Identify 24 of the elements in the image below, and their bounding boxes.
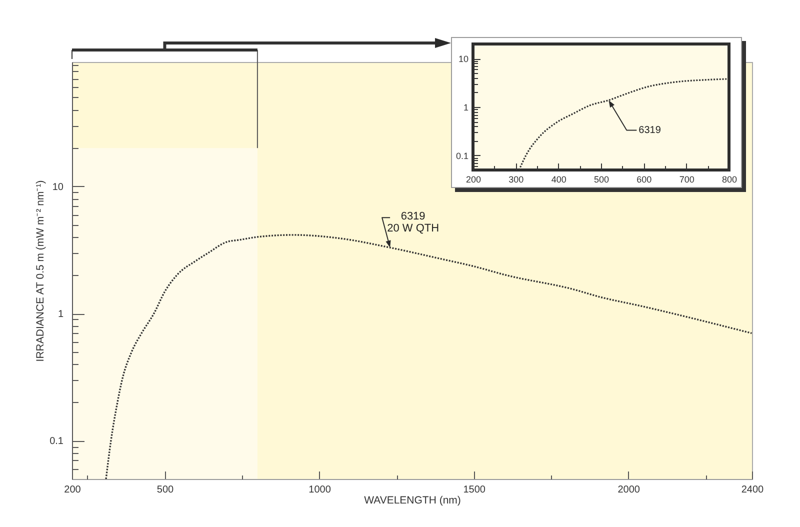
annotation: 6319 20 W QTH xyxy=(387,210,440,235)
x-axis-title: WAVELENGTH (nm) xyxy=(364,494,461,506)
x-tick-label: 800 xyxy=(722,174,738,184)
x-tick-label: 700 xyxy=(679,174,694,184)
y-tick-label: 1 xyxy=(463,102,468,112)
x-tick-label: 500 xyxy=(594,174,610,184)
annotation: 6319 xyxy=(638,125,662,136)
x-tick-label: 2000 xyxy=(618,484,640,496)
y-tick-label: 0.1 xyxy=(50,436,64,448)
line-series xyxy=(105,234,753,480)
x-tick-label: 600 xyxy=(636,174,652,184)
x-tick-label: 1500 xyxy=(463,484,486,496)
x-tick-label: 500 xyxy=(156,484,174,496)
x-tick-label: 200 xyxy=(64,484,82,496)
x-tick-label: 300 xyxy=(508,174,524,184)
y-tick-label: 0.1 xyxy=(456,150,468,161)
y-axis-title: IRRADIANCE AT 0.5 m (mW m⁻² nm⁻¹) xyxy=(34,180,47,362)
y-tick-label: 10 xyxy=(52,182,64,193)
x-tick-label: 400 xyxy=(551,174,566,184)
y-tick-label: 10 xyxy=(458,54,468,64)
x-tick-label: 1000 xyxy=(308,484,332,496)
y-tick-label: 1 xyxy=(58,309,64,320)
x-tick-label: 2400 xyxy=(741,484,764,496)
x-tick-label: 200 xyxy=(466,174,482,184)
